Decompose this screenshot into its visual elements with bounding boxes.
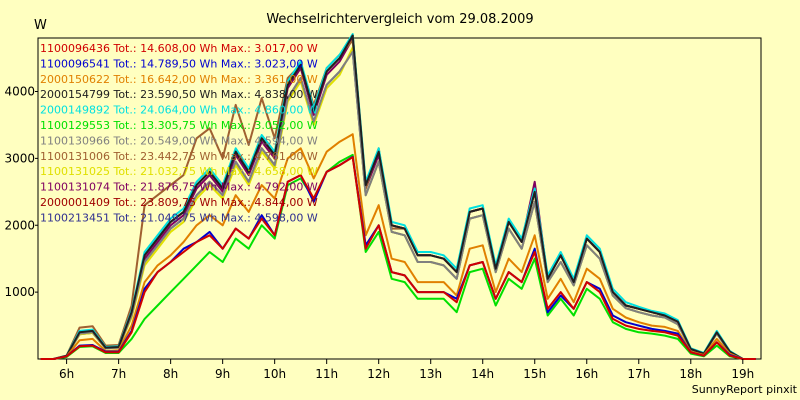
x-tick-label: 16h <box>575 367 598 381</box>
x-tick-label: 6h <box>59 367 74 381</box>
x-tick-label: 10h <box>263 367 286 381</box>
series-line <box>40 33 756 360</box>
legend: 1100096436 Tot.: 14.608,00 Wh Max.: 3.01… <box>40 42 318 224</box>
y-tick-label: 4000 <box>4 85 35 99</box>
legend-entry: 1100130966 Tot.: 20.549,00 Wh Max.: 4.59… <box>40 134 318 147</box>
legend-entry: 1100096541 Tot.: 14.789,50 Wh Max.: 3.02… <box>40 57 318 70</box>
legend-entry: 2000001409 Tot.: 23.809,75 Wh Max.: 4.84… <box>40 196 318 209</box>
series-line <box>40 156 756 360</box>
y-axis-ticks: 1000 2000 3000 4000 <box>4 85 38 299</box>
x-tick-label: 19h <box>731 367 754 381</box>
legend-entry: 2000154799 Tot.: 23.590,50 Wh Max.: 4.83… <box>40 88 318 101</box>
y-tick-label: 1000 <box>4 285 35 299</box>
legend-entry: 1100213451 Tot.: 21.049,75 Wh Max.: 4.59… <box>40 211 318 224</box>
legend-entry: 2000150622 Tot.: 16.642,00 Wh Max.: 3.36… <box>40 73 318 86</box>
x-tick-label: 17h <box>627 367 650 381</box>
legend-entry: 1100131074 Tot.: 21.876,75 Wh Max.: 4.79… <box>40 181 318 194</box>
x-tick-label: 13h <box>419 367 442 381</box>
x-tick-label: 14h <box>471 367 494 381</box>
series-line <box>40 34 756 360</box>
series-layer <box>40 33 756 360</box>
x-tick-label: 9h <box>215 367 230 381</box>
x-tick-label: 18h <box>679 367 702 381</box>
x-tick-label: 12h <box>367 367 390 381</box>
y-axis-unit-label: W <box>34 18 47 33</box>
x-tick-label: 11h <box>315 367 338 381</box>
x-tick-label: 8h <box>163 367 178 381</box>
legend-entry: 1100131025 Tot.: 21.032,75 Wh Max.: 4.65… <box>40 165 318 178</box>
legend-entry: 1100096436 Tot.: 14.608,00 Wh Max.: 3.01… <box>40 42 318 55</box>
y-tick-label: 3000 <box>4 151 35 165</box>
legend-entry: 1100131006 Tot.: 23.442,75 Wh Max.: 4.76… <box>40 150 318 163</box>
x-tick-label: 15h <box>523 367 546 381</box>
series-line <box>40 153 756 360</box>
legend-entry: 2000149892 Tot.: 24.064,00 Wh Max.: 4.86… <box>40 104 318 117</box>
report-credit: SunnyReport pinxit <box>692 383 798 396</box>
y-tick-label: 2000 <box>4 218 35 232</box>
x-axis-ticks: 6h 7h 8h 9h 10h 11h 12h 13h 14h 15h 16h 17h 18h 19h <box>59 359 754 381</box>
chart-title: Wechselrichtervergleich vom 29.08.2009 <box>266 12 533 27</box>
x-tick-label: 7h <box>111 367 126 381</box>
legend-entry: 1100129553 Tot.: 13.305,75 Wh Max.: 3.05… <box>40 119 318 132</box>
series-line <box>40 133 756 360</box>
series-line <box>40 50 756 360</box>
